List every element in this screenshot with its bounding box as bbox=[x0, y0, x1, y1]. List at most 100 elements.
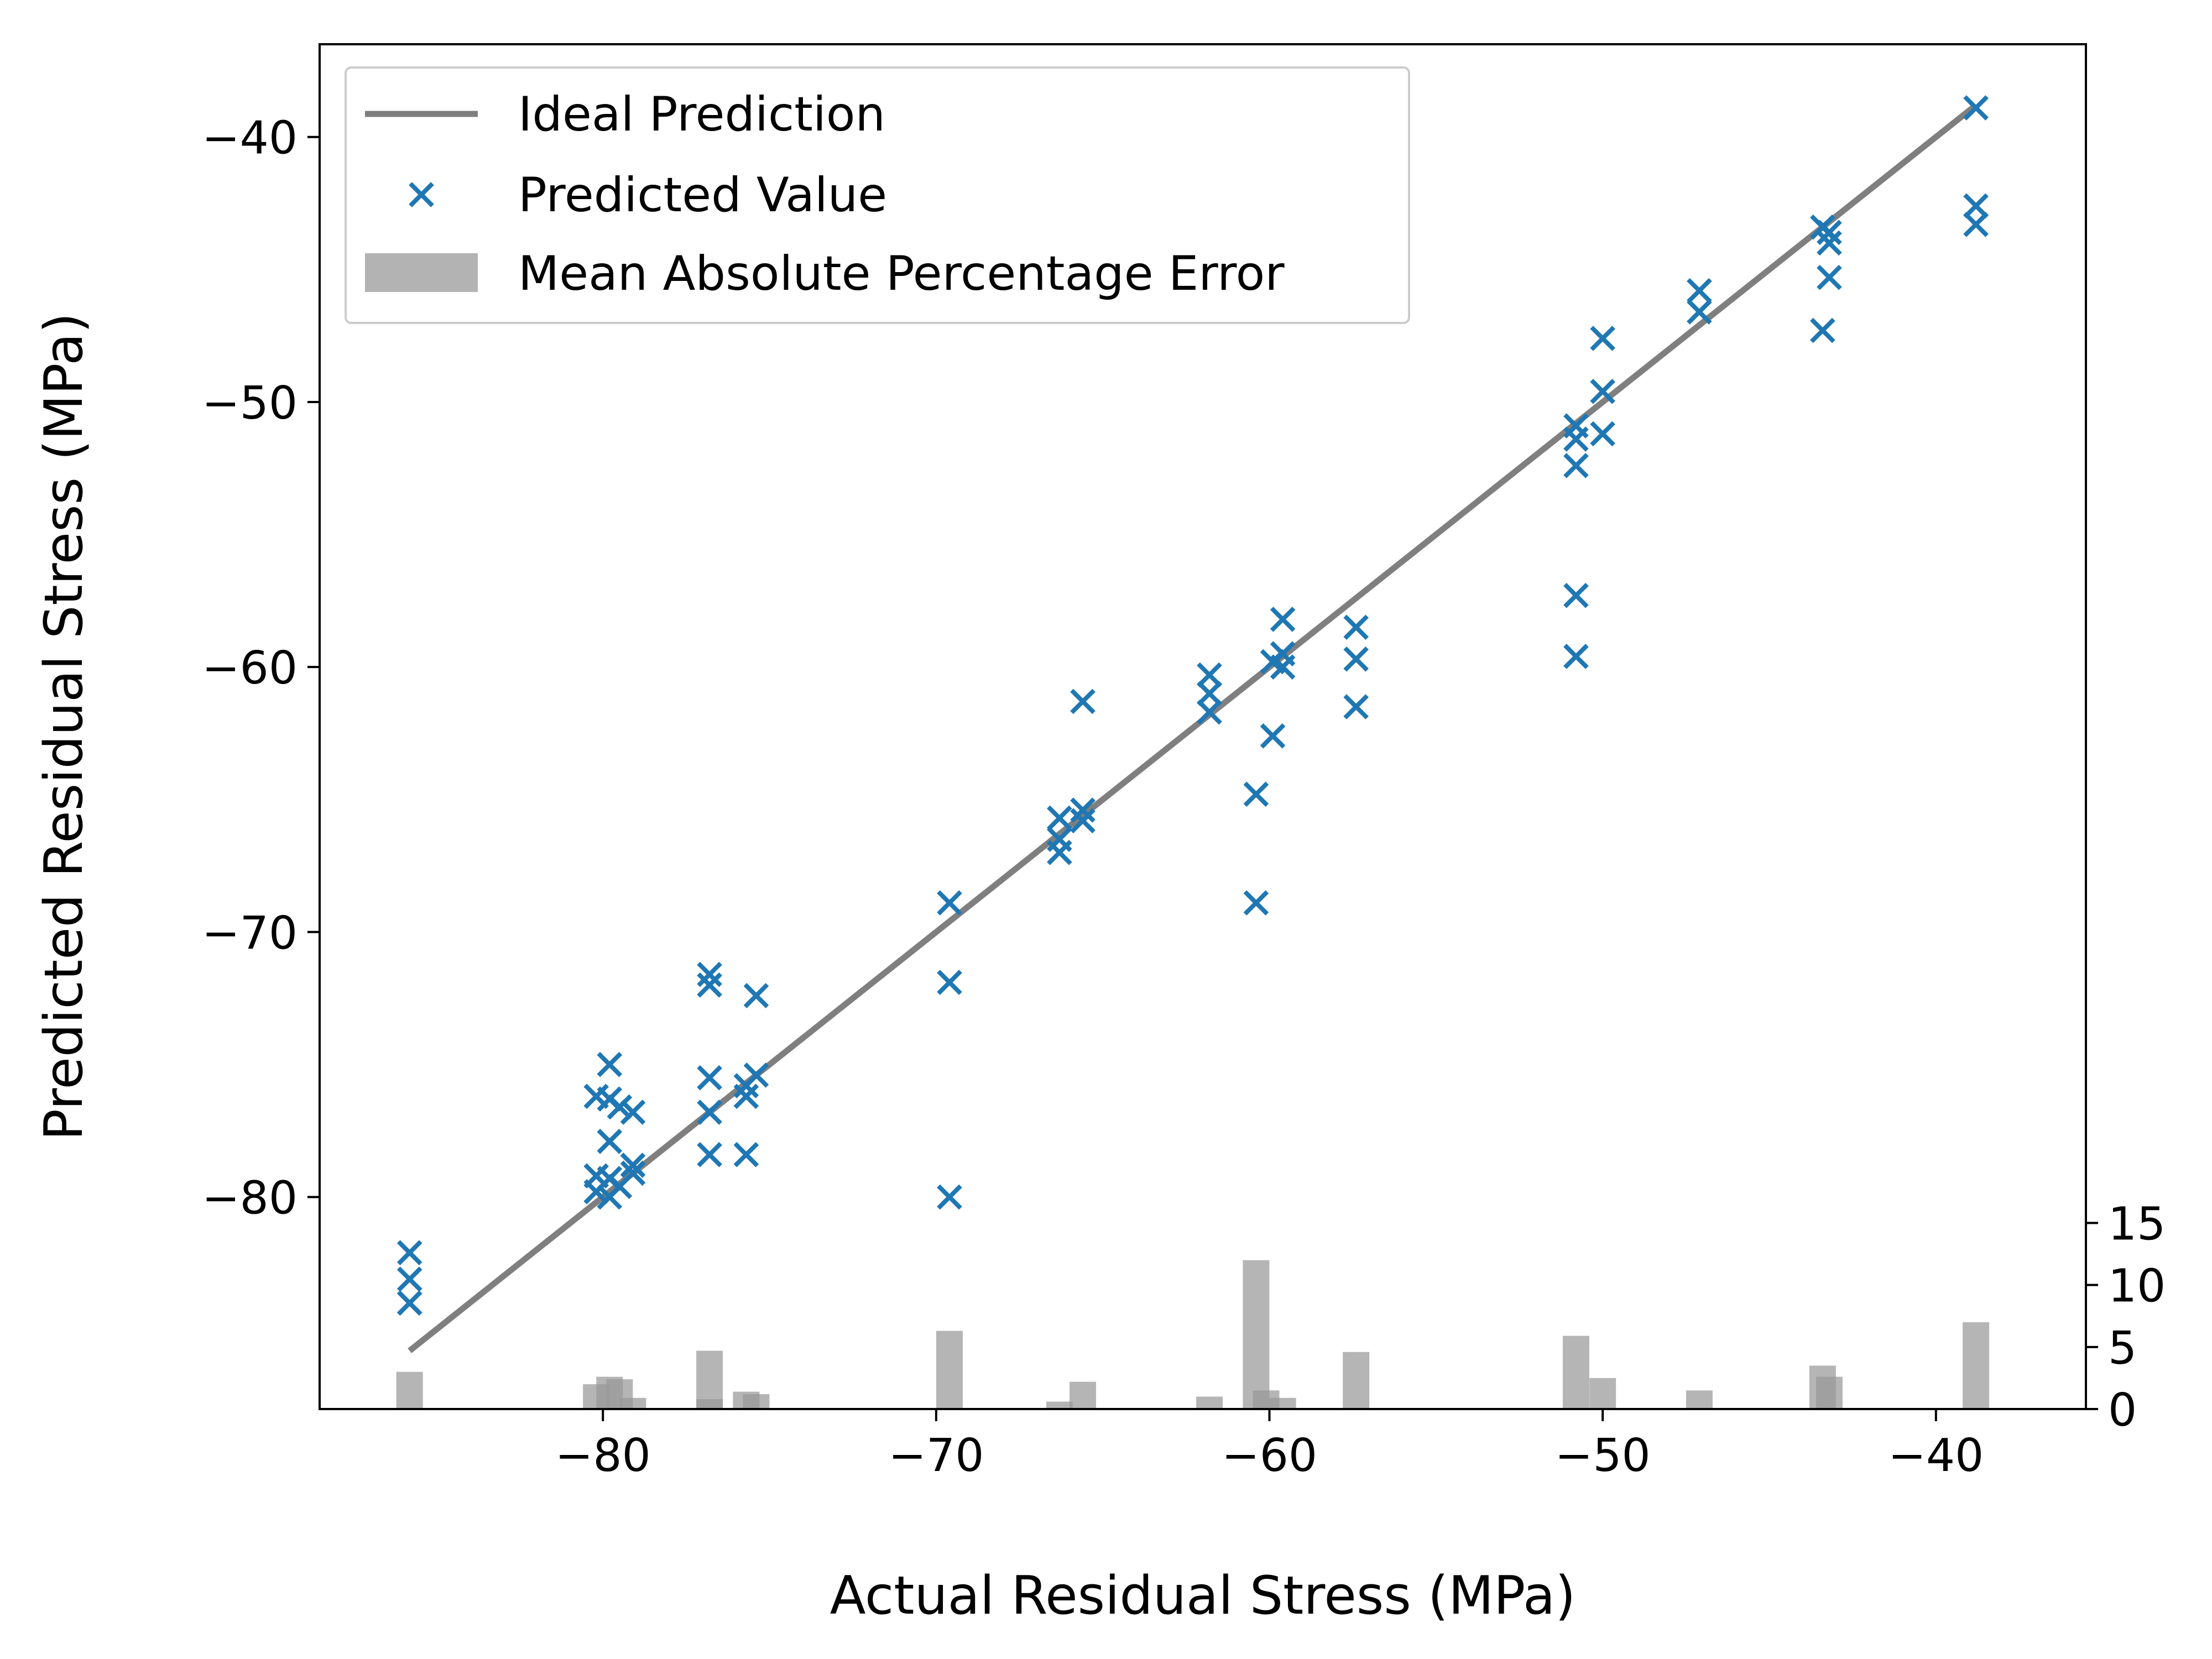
plot-frame bbox=[319, 43, 2087, 1410]
y2-tick-label: 5 bbox=[2108, 1322, 2137, 1375]
predicted-point bbox=[1070, 808, 1095, 833]
predicted-point bbox=[1590, 378, 1615, 404]
predicted-point bbox=[937, 969, 962, 995]
predicted-point bbox=[1687, 299, 1712, 325]
predicted-point bbox=[1963, 212, 1989, 237]
predicted-point bbox=[697, 1142, 722, 1167]
predicted-point bbox=[733, 1083, 759, 1109]
predicted-point bbox=[1243, 781, 1269, 807]
predicted-point bbox=[1270, 654, 1296, 680]
predicted-point bbox=[1963, 95, 1989, 121]
predicted-point bbox=[1563, 426, 1589, 452]
y2-tick-label: 10 bbox=[2108, 1260, 2166, 1313]
mape-bar bbox=[396, 1371, 423, 1409]
predicted-point bbox=[607, 1094, 633, 1120]
predicted-point bbox=[697, 1099, 722, 1125]
predicted-point bbox=[1197, 681, 1222, 706]
mape-bar bbox=[1243, 1260, 1270, 1409]
predicted-point bbox=[743, 1062, 769, 1088]
predicted-point bbox=[1590, 421, 1615, 447]
predicted-point bbox=[1563, 453, 1589, 478]
legend-label-mape: Mean Absolute Percentage Error bbox=[518, 246, 1285, 301]
predicted-point bbox=[1070, 688, 1095, 714]
predicted-point bbox=[743, 983, 769, 1009]
mape-bar bbox=[1686, 1390, 1713, 1409]
x-tick-label: −80 bbox=[555, 1430, 651, 1482]
mape-bars bbox=[396, 1260, 1990, 1409]
predicted-point bbox=[397, 1240, 422, 1266]
predicted-point bbox=[1070, 797, 1095, 823]
x-tick-label: −50 bbox=[1555, 1430, 1651, 1482]
predicted-point bbox=[1590, 326, 1615, 351]
legend-box bbox=[345, 66, 1410, 324]
predicted-point bbox=[1687, 278, 1712, 304]
x-tick-label: −70 bbox=[888, 1430, 984, 1482]
mape-bar bbox=[1046, 1401, 1073, 1409]
mape-bar bbox=[1562, 1335, 1589, 1409]
predicted-point bbox=[733, 1142, 759, 1167]
mape-bar bbox=[1589, 1378, 1616, 1409]
predicted-point bbox=[397, 1290, 422, 1316]
y-axis-ticks: −80 −70 −60 −50 −40 bbox=[202, 112, 320, 1225]
mape-bar bbox=[1815, 1376, 1843, 1409]
mape-bar bbox=[696, 1399, 723, 1409]
predicted-point bbox=[1817, 230, 1842, 256]
predicted-points bbox=[397, 95, 1989, 1316]
mape-bar bbox=[1963, 1322, 1990, 1409]
predicted-point bbox=[620, 1152, 646, 1178]
predicted-point bbox=[1343, 694, 1369, 719]
predicted-point bbox=[1047, 805, 1072, 831]
legend: Ideal Prediction Predicted Value Mean Ab… bbox=[345, 66, 1410, 324]
y2-tick-label: 15 bbox=[2108, 1198, 2166, 1250]
predicted-point bbox=[1563, 644, 1589, 669]
y-tick-label: −80 bbox=[202, 1172, 298, 1225]
y-tick-label: −70 bbox=[202, 907, 298, 959]
x-tick-label: −60 bbox=[1222, 1430, 1317, 1482]
mape-bar bbox=[1196, 1396, 1223, 1409]
x-tick-label: −40 bbox=[1888, 1430, 1984, 1482]
predicted-point bbox=[697, 962, 722, 987]
predicted-point bbox=[1047, 839, 1072, 865]
legend-marker-swatch bbox=[409, 182, 434, 207]
predicted-point bbox=[1343, 646, 1369, 672]
x-axis-label: Actual Residual Stress (MPa) bbox=[830, 1566, 1576, 1626]
predicted-point bbox=[1197, 699, 1222, 725]
predicted-point bbox=[937, 1184, 962, 1210]
predicted-point bbox=[1197, 662, 1222, 688]
y-tick-label: −40 bbox=[202, 112, 298, 165]
y-tick-label: −60 bbox=[202, 642, 298, 695]
predicted-point bbox=[1810, 317, 1835, 343]
y-tick-label: −50 bbox=[202, 377, 298, 430]
predicted-point bbox=[697, 1065, 722, 1091]
mape-bar bbox=[1343, 1352, 1370, 1409]
predicted-point bbox=[1270, 607, 1296, 632]
predicted-point bbox=[1563, 582, 1589, 608]
mape-bar bbox=[743, 1394, 770, 1409]
y-axis-label: Predicted Residual Stress (MPa) bbox=[34, 312, 95, 1140]
predicted-point bbox=[1817, 264, 1842, 290]
mape-bar bbox=[619, 1397, 646, 1409]
legend-label-predicted-value: Predicted Value bbox=[518, 168, 887, 223]
predicted-point bbox=[937, 890, 962, 916]
predicted-point bbox=[397, 1266, 422, 1292]
legend-bar-swatch bbox=[365, 253, 478, 292]
predicted-point bbox=[1243, 890, 1269, 916]
y2-tick-label: 0 bbox=[2108, 1384, 2137, 1437]
predicted-point bbox=[597, 1129, 623, 1154]
legend-label-ideal-prediction: Ideal Prediction bbox=[518, 87, 885, 142]
ideal-prediction-line-group bbox=[408, 105, 1975, 1353]
predicted-point bbox=[597, 1052, 623, 1077]
legend-marker-x bbox=[409, 182, 434, 207]
secondary-y-axis-ticks: 0 5 10 15 bbox=[2086, 1198, 2166, 1437]
predicted-point bbox=[620, 1160, 646, 1186]
predicted-point bbox=[1817, 220, 1842, 246]
predicted-point bbox=[697, 972, 722, 998]
mape-bar bbox=[1269, 1397, 1296, 1409]
x-axis-ticks: −80 −70 −60 −50 −40 bbox=[555, 1409, 1984, 1482]
mape-bar bbox=[936, 1331, 963, 1409]
predicted-point bbox=[1260, 723, 1286, 749]
predicted-point bbox=[1963, 193, 1989, 219]
predicted-point bbox=[1343, 614, 1369, 640]
ideal-prediction-line bbox=[408, 105, 1975, 1353]
